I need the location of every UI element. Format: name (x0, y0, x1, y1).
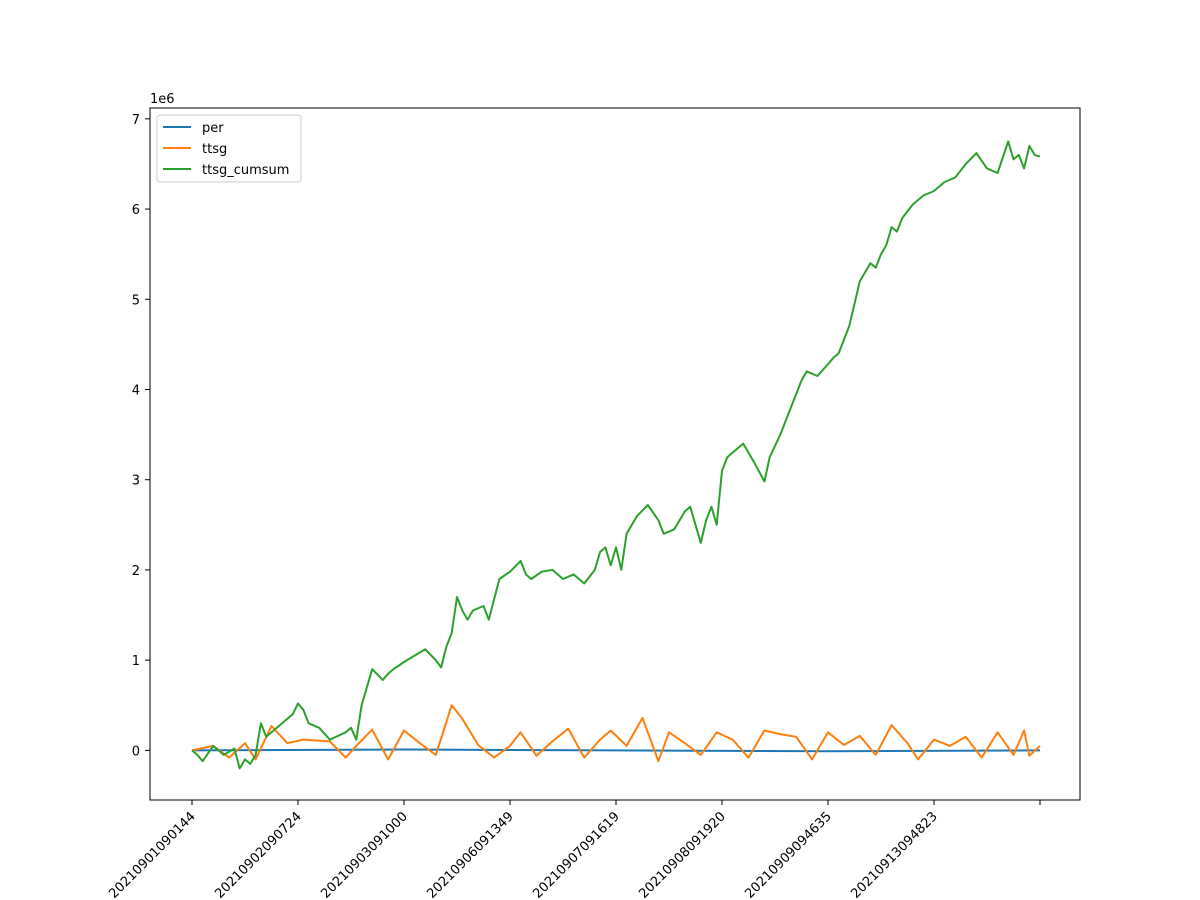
axes-frame (149, 107, 1081, 801)
y-tick-label: 3 (132, 474, 140, 489)
axes-border (149, 107, 1081, 801)
y-tick-label: 1 (132, 654, 140, 669)
plot-area (150, 108, 1080, 800)
y-axis: 0 1 2 3 4 5 6 7 (132, 113, 150, 759)
y-tick-label: 0 (132, 744, 140, 759)
legend-label-ttsg: ttsg (202, 142, 227, 157)
y-tick-label: 6 (132, 203, 140, 218)
y-tick-label: 2 (132, 564, 140, 579)
legend: per ttsg ttsg_cumsum (156, 114, 302, 183)
series-layer (191, 140, 1041, 770)
y-tick-label: 4 (132, 383, 140, 398)
legend-box (156, 114, 302, 183)
y-tick-label: 5 (132, 293, 140, 308)
y-tick-label: 7 (132, 113, 140, 128)
series-line-per (191, 748, 1041, 753)
series-line-ttsg-cumsum (191, 140, 1041, 770)
y-offset-label: 1e6 (150, 92, 175, 107)
legend-label-ttsg-cumsum: ttsg_cumsum (202, 163, 289, 178)
legend-label-per: per (202, 121, 224, 136)
series-line-ttsg (191, 704, 1041, 763)
